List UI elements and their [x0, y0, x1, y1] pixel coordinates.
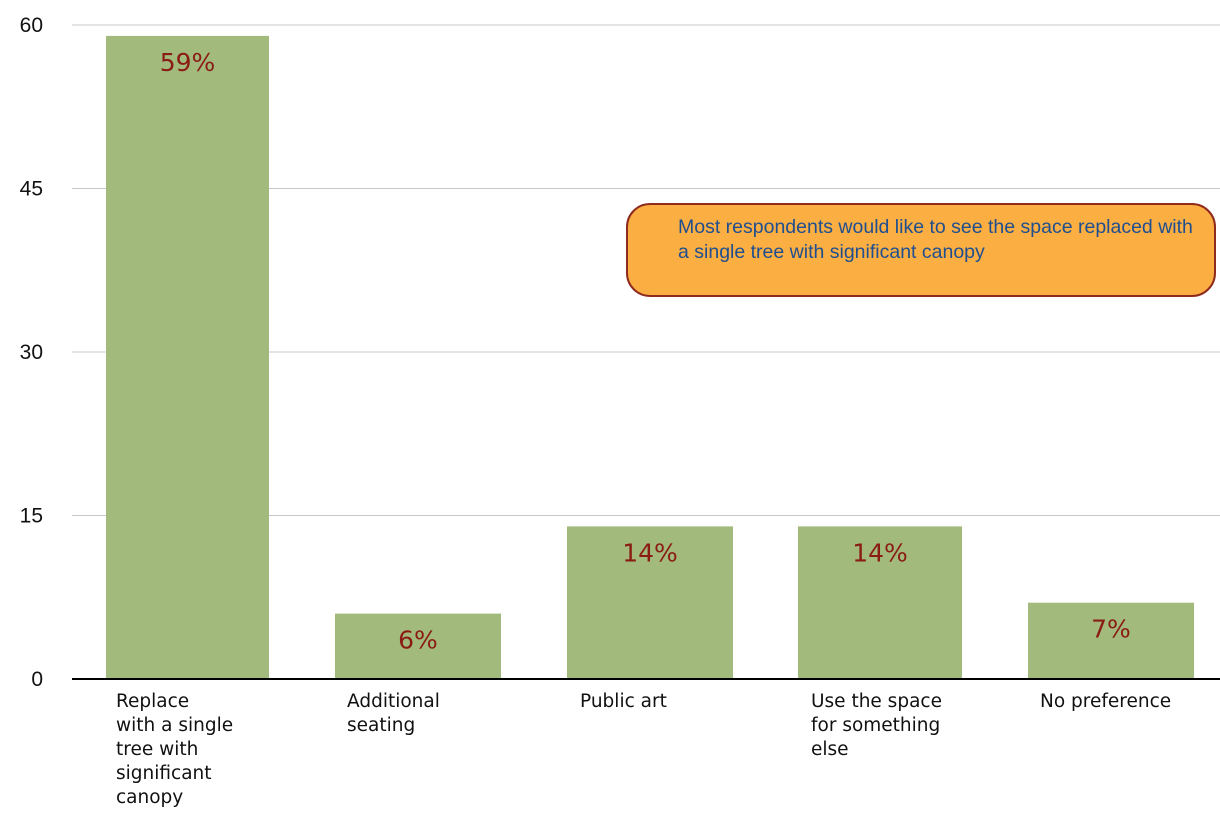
bar	[106, 35, 269, 679]
data-label: 59%	[160, 48, 216, 77]
x-tick-label: Public art	[580, 691, 667, 712]
data-labels: 59% 6% 14% 14% 7%	[160, 48, 1131, 655]
bars	[106, 35, 1194, 679]
y-tick-label: 45	[20, 178, 43, 201]
data-label: 6%	[398, 626, 438, 655]
bar	[1028, 602, 1194, 679]
y-tick-label: 30	[20, 341, 43, 364]
annotation-callout: Most respondents would like to see the s…	[626, 203, 1216, 297]
x-tick-label: Additional seating	[347, 691, 440, 736]
y-tick-labels: 0 15 30 45 60	[20, 14, 43, 691]
annotation-text: Most respondents would like to see the s…	[678, 216, 1193, 263]
y-tick-label: 60	[20, 14, 43, 37]
x-tick-label: Use the space for something else	[811, 691, 942, 760]
data-label: 14%	[622, 538, 678, 567]
data-label: 7%	[1091, 615, 1131, 644]
bar	[335, 613, 501, 679]
bar	[798, 526, 962, 679]
x-tick-label: Replace with a single tree with significant…	[116, 691, 234, 808]
data-label: 14%	[852, 538, 908, 567]
y-tick-label: 15	[20, 505, 43, 528]
y-tick-label: 0	[31, 668, 43, 691]
x-tick-label: No preference	[1040, 691, 1172, 712]
bar	[567, 526, 733, 679]
